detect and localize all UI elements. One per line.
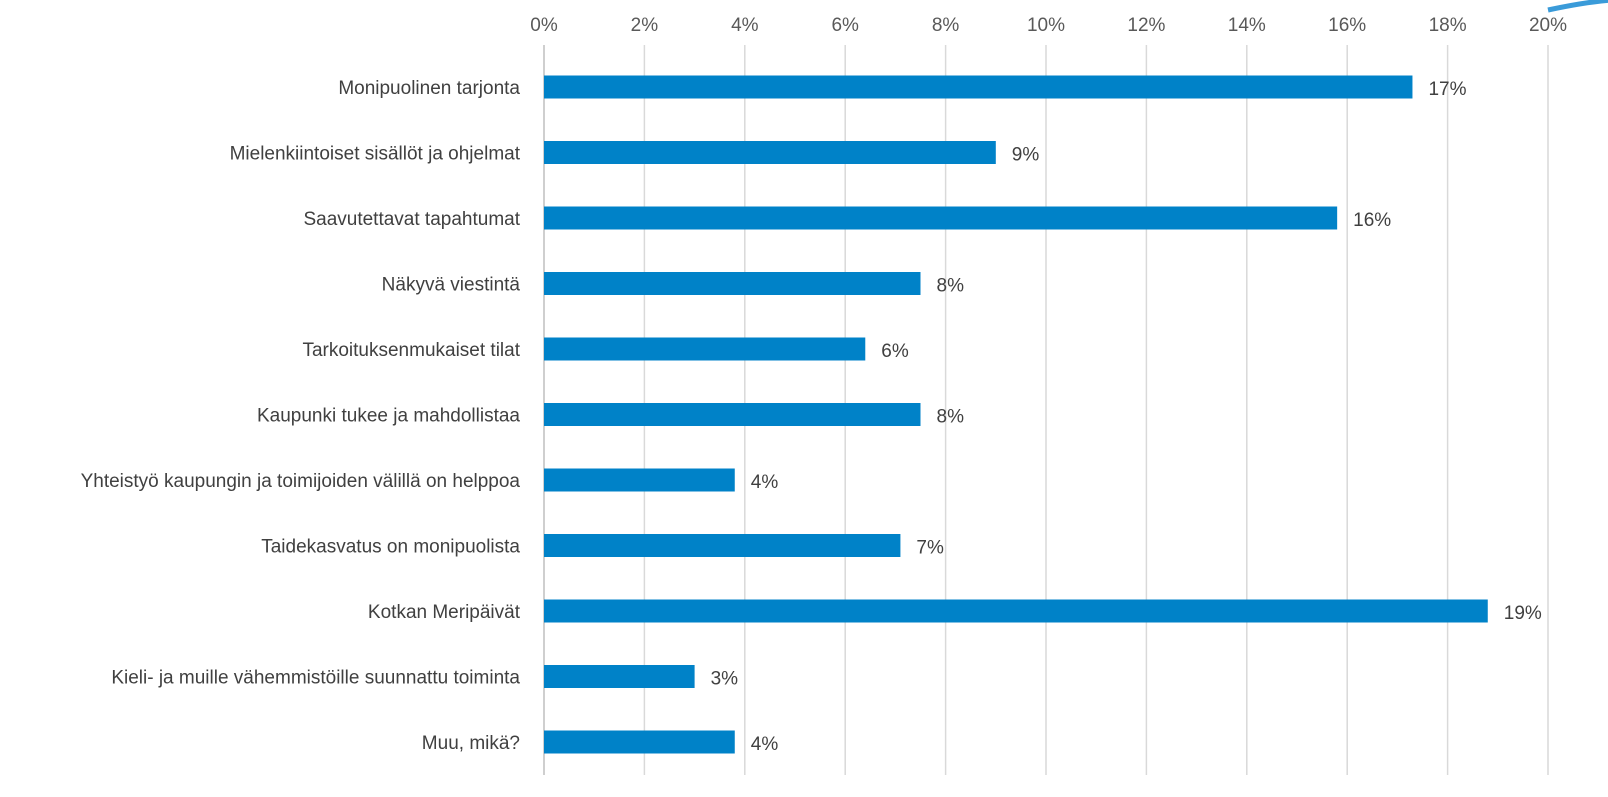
data-label: 17% (1428, 79, 1466, 100)
category-label: Tarkoituksenmukaiset tilat (302, 340, 520, 361)
bar (544, 75, 1413, 99)
category-label: Muu, mikä? (422, 733, 520, 754)
x-tick-label: 8% (932, 15, 960, 36)
bar (544, 403, 921, 426)
bar (544, 272, 921, 295)
x-axis-tick-labels: 0% 2% 4% 6% 8% 10% 12% 14% 16% 18% 20% (530, 15, 1567, 36)
data-label: 7% (916, 538, 944, 559)
bar (544, 337, 866, 361)
data-label: 8% (937, 276, 965, 297)
category-label: Kieli- ja muille vähemmistöille suunnatt… (111, 668, 520, 689)
bar (544, 599, 1488, 623)
data-label: 9% (1012, 145, 1040, 166)
x-tick-label: 12% (1127, 15, 1165, 36)
x-tick-label: 20% (1529, 15, 1567, 36)
bar (544, 665, 695, 688)
bar (544, 468, 735, 492)
category-label: Kaupunki tukee ja mahdollistaa (257, 406, 520, 427)
x-tick-label: 16% (1328, 15, 1366, 36)
x-tick-label: 2% (631, 15, 659, 36)
category-label: Mielenkiintoiset sisällöt ja ohjelmat (230, 144, 521, 165)
data-label: 19% (1504, 603, 1542, 624)
bar (544, 730, 735, 754)
gridlines (543, 45, 1549, 775)
data-label: 4% (751, 472, 779, 493)
data-label: 8% (937, 407, 965, 428)
category-labels: Monipuolinen tarjonta Mielenkiintoiset si… (81, 78, 521, 754)
x-tick-label: 6% (831, 15, 859, 36)
data-label: 16% (1353, 210, 1391, 231)
category-label: Näkyvä viestintä (382, 275, 521, 296)
data-label: 6% (881, 341, 909, 362)
x-tick-label: 4% (731, 15, 759, 36)
x-tick-label: 0% (530, 15, 558, 36)
data-labels: 17% 9% 16% 8% 6% 8% 4% 7% 19% 3% 4% (711, 79, 1542, 755)
category-label: Kotkan Meripäivät (368, 602, 521, 623)
bar (544, 206, 1338, 230)
bar (544, 534, 901, 557)
x-tick-label: 18% (1429, 15, 1467, 36)
bar (544, 141, 996, 164)
bars (544, 75, 1488, 754)
corner-decoration (1547, 0, 1608, 13)
x-tick-label: 14% (1228, 15, 1266, 36)
data-label: 3% (711, 669, 739, 690)
category-label: Taidekasvatus on monipuolista (261, 537, 520, 558)
category-label: Yhteistyö kaupungin ja toimijoiden välil… (81, 471, 521, 492)
x-tick-label: 10% (1027, 15, 1065, 36)
category-label: Saavutettavat tapahtumat (303, 209, 520, 230)
data-label: 4% (751, 734, 779, 755)
category-label: Monipuolinen tarjonta (338, 78, 520, 99)
